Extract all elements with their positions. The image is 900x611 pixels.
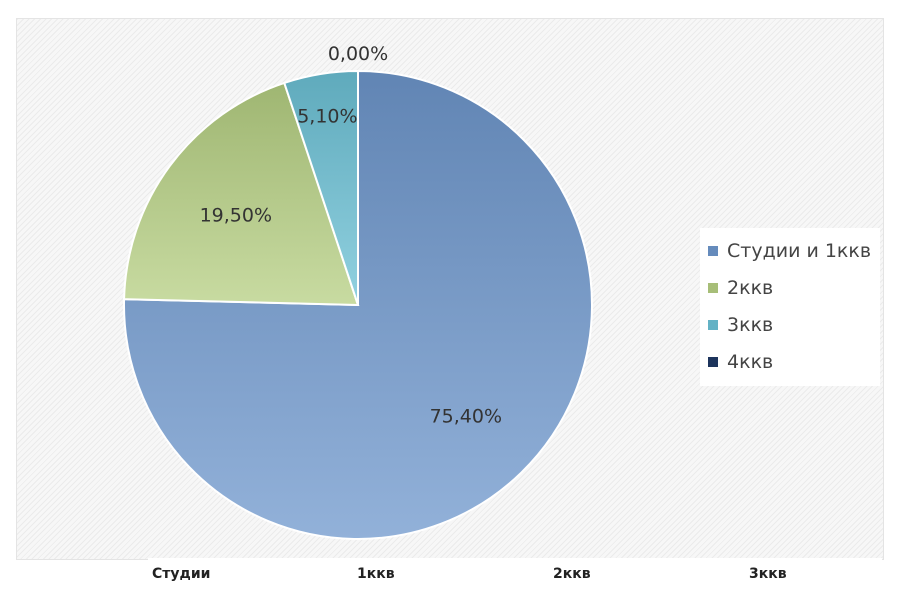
pie-data-label: 75,40% (430, 406, 502, 428)
pie-data-label: 19,50% (200, 204, 272, 226)
legend-swatch-icon (708, 282, 718, 293)
legend-item: Студии и 1ккв (700, 232, 880, 269)
axis-category-label: 3ккв (749, 566, 787, 582)
axis-strip (148, 558, 882, 592)
pie-slice (123, 81, 360, 307)
legend-swatch-icon (708, 356, 718, 367)
legend-swatch-icon (708, 245, 718, 256)
pie-slices (123, 69, 593, 540)
axis-category-label: 1ккв (357, 566, 395, 582)
pie-data-label: 5,10% (297, 106, 357, 128)
legend-label: 3ккв (727, 313, 774, 336)
pie-slice (283, 69, 359, 306)
legend-swatch-icon (708, 319, 718, 330)
legend-label: 2ккв (727, 276, 774, 299)
legend: Студии и 1ккв 2ккв 3ккв 4ккв (700, 228, 880, 386)
legend-item: 3ккв (700, 306, 880, 343)
axis-category-label: 2ккв (553, 566, 591, 582)
axis-category-label: Студии (152, 566, 211, 582)
pie-data-labels: 75,40% 19,50% 5,10% 0,00% (200, 43, 502, 428)
pie-data-label: 0,00% (328, 43, 388, 65)
legend-label: 4ккв (727, 350, 774, 373)
legend-label: Студии и 1ккв (727, 239, 872, 262)
legend-item: 2ккв (700, 269, 880, 306)
legend-item: 4ккв (700, 343, 880, 380)
